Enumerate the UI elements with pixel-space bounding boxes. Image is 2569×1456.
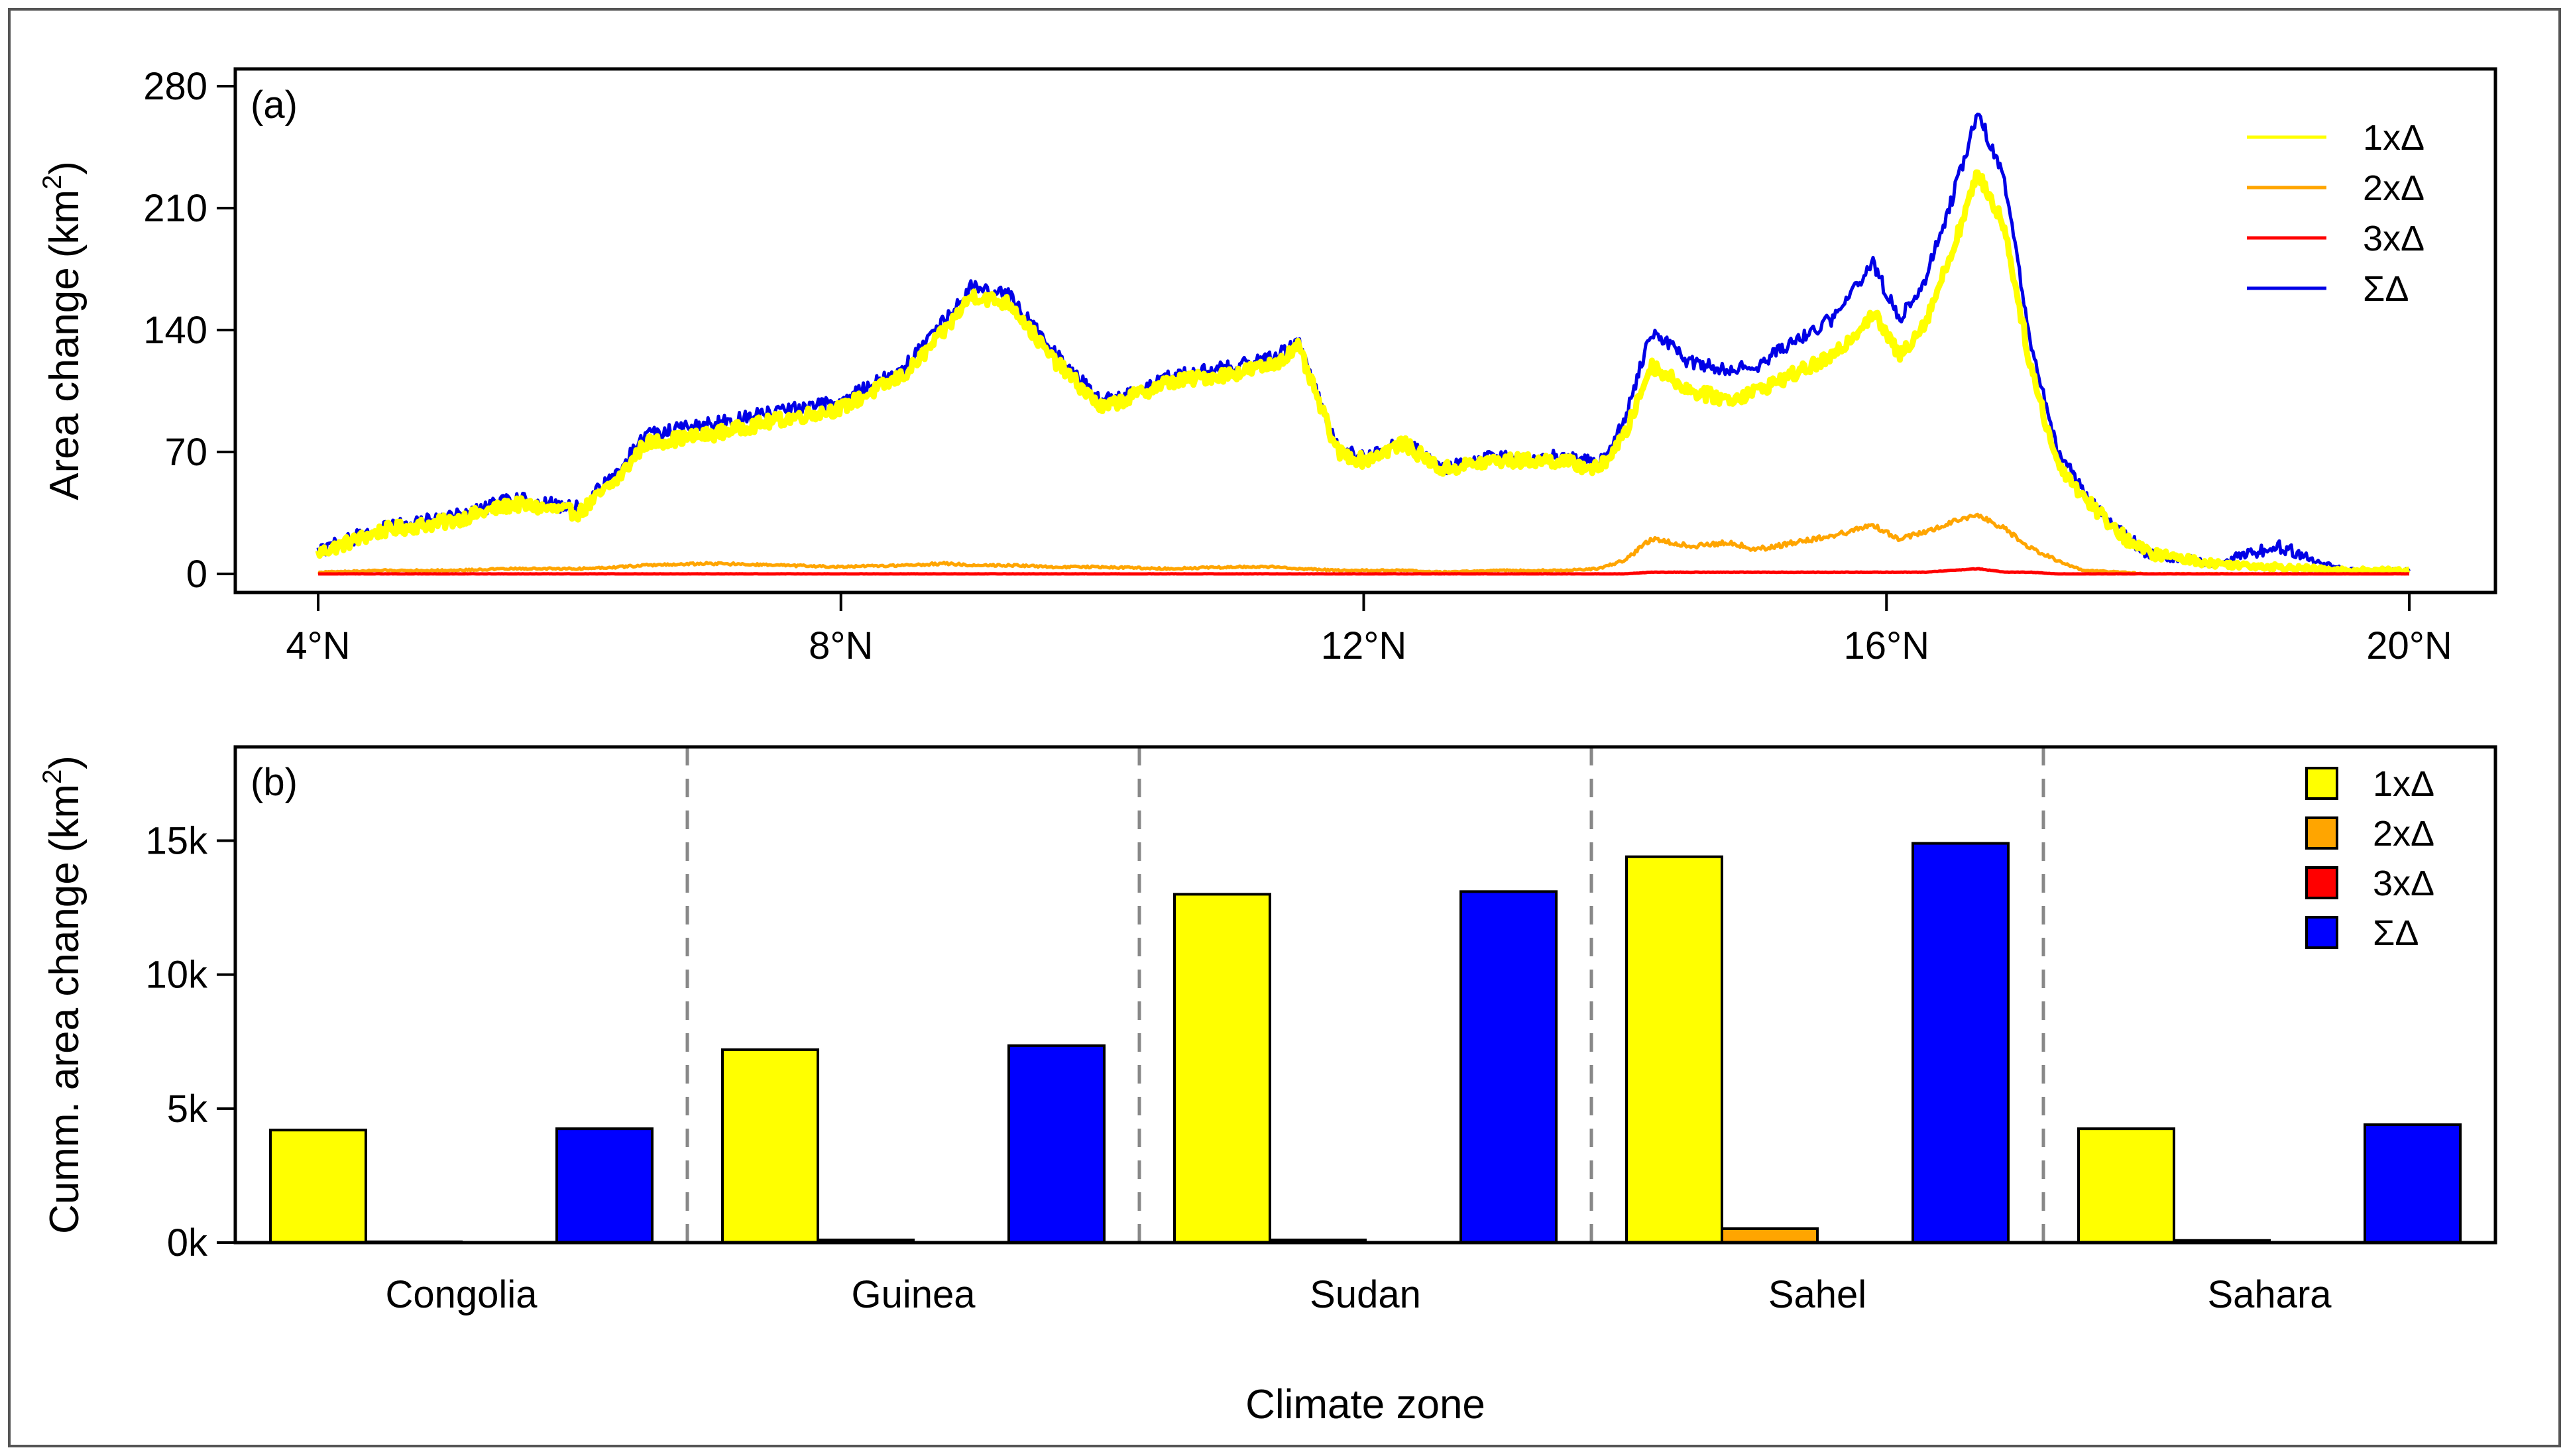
x-tick-label: 4°N: [286, 624, 350, 667]
bar-guinea-1xdelta: [721, 1048, 819, 1244]
bar-sahel-sigmadelta: [1912, 842, 2010, 1244]
panel-b-y-axis-unit-close: ): [42, 756, 87, 769]
category-label-guinea: Guinea: [851, 1273, 976, 1316]
x-axis-category-labels: Congolia Guinea Sudan Sahel Sahara: [386, 1273, 2332, 1316]
y-tick-label: 210: [143, 187, 207, 230]
panel-b-label: (b): [251, 761, 298, 804]
y-tick-label: 70: [164, 431, 207, 474]
category-label-sahel: Sahel: [1768, 1273, 1866, 1316]
category-label-congolia: Congolia: [386, 1273, 538, 1316]
y-tick-label: 10k: [145, 954, 208, 997]
bar-sahara-sigmadelta: [2364, 1123, 2462, 1244]
y-tick-label: 5k: [167, 1088, 208, 1131]
figure-border: [8, 8, 2561, 1447]
legend-label-sigmadelta: ΣΔ: [2373, 913, 2419, 953]
legend-swatch-2xdelta: [2305, 816, 2338, 850]
line-series-2xdelta: [317, 512, 2410, 576]
line-series-group: [315, 112, 2411, 576]
bar-sudan-1xdelta: [1173, 893, 1271, 1245]
legend-label-2xdelta: 2xΔ: [2373, 814, 2434, 854]
legend-label-2xdelta: 2xΔ: [2363, 168, 2425, 208]
bar-series-group: [269, 842, 2462, 1245]
legend-swatch-1xdelta: [2305, 767, 2338, 800]
y-axis-ticks: 0k 5k 10k 15k: [145, 820, 235, 1264]
legend-label-3xdelta: 3xΔ: [2373, 864, 2434, 903]
panel-a-y-axis-unit-superscript: 2: [38, 175, 67, 190]
bar-sahel-2xdelta: [1721, 1227, 1819, 1244]
x-tick-label: 16°N: [1843, 624, 1929, 667]
bar-sahel-1xdelta: [1625, 855, 1723, 1244]
x-tick-label: 8°N: [809, 624, 873, 667]
category-label-sahara: Sahara: [2207, 1273, 2332, 1316]
panel-b-x-axis-title: Climate zone: [1245, 1382, 1485, 1428]
bar-congolia-sigmadelta: [555, 1127, 654, 1244]
panel-a-label: (a): [251, 84, 298, 127]
y-tick-label: 280: [143, 65, 207, 108]
bar-sudan-sigmadelta: [1459, 890, 1558, 1244]
panel-b-y-axis-title: Cumm. area change (km2): [38, 756, 87, 1234]
bar-congolia-1xdelta: [269, 1129, 367, 1245]
line-chart-panel: 0 70 140 210 280 4°N 8°N 12°N 16°N 20°N (a) Area…: [38, 65, 2497, 667]
panel-a-y-axis-unit-close: ): [42, 161, 87, 175]
y-tick-label: 15k: [145, 820, 208, 863]
panel-b-y-axis-unit: (km: [42, 784, 87, 852]
bar-sahara-1xdelta: [2077, 1127, 2175, 1244]
panel-b-y-axis-title-text: Cumm. area change: [42, 862, 87, 1234]
x-tick-label: 12°N: [1321, 624, 1407, 667]
y-tick-label: 0: [186, 553, 207, 596]
panel-a-y-axis-title: Area change (km2): [38, 161, 87, 500]
panel-b-y-axis-unit-superscript: 2: [38, 769, 67, 784]
legend-label-1xdelta: 1xΔ: [2373, 764, 2434, 804]
bar-guinea-sigmadelta: [1007, 1044, 1106, 1245]
x-tick-label: 20°N: [2366, 624, 2452, 667]
line-legend: 1xΔ 2xΔ 3xΔ ΣΔ: [2247, 118, 2425, 309]
legend-label-sigmadelta: ΣΔ: [2363, 269, 2409, 309]
line-series-3xdelta: [317, 567, 2410, 576]
legend-swatch-3xdelta: [2305, 866, 2338, 899]
panel-a-y-axis-title-text: Area change: [42, 267, 87, 500]
bar-legend: 1xΔ 2xΔ 3xΔ ΣΔ: [2305, 764, 2434, 953]
y-tick-label: 140: [143, 309, 207, 352]
y-tick-label: 0k: [167, 1221, 208, 1264]
line-series-1xdelta: [315, 169, 2411, 576]
x-axis-ticks: 4°N 8°N 12°N 16°N 20°N: [286, 592, 2452, 667]
category-label-sudan: Sudan: [1310, 1273, 1421, 1316]
bar-chart-panel: 0k 5k 10k 15k Congolia Guinea Sudan Sahel Sahar…: [38, 745, 2497, 1428]
panel-a-y-axis-unit: (km: [42, 190, 87, 258]
legend-label-1xdelta: 1xΔ: [2363, 118, 2425, 158]
panel-b-frame: [233, 745, 2497, 1245]
y-axis-ticks: 0 70 140 210 280: [143, 65, 235, 596]
legend-label-3xdelta: 3xΔ: [2363, 219, 2425, 258]
legend-swatch-sigmadelta: [2305, 916, 2338, 949]
